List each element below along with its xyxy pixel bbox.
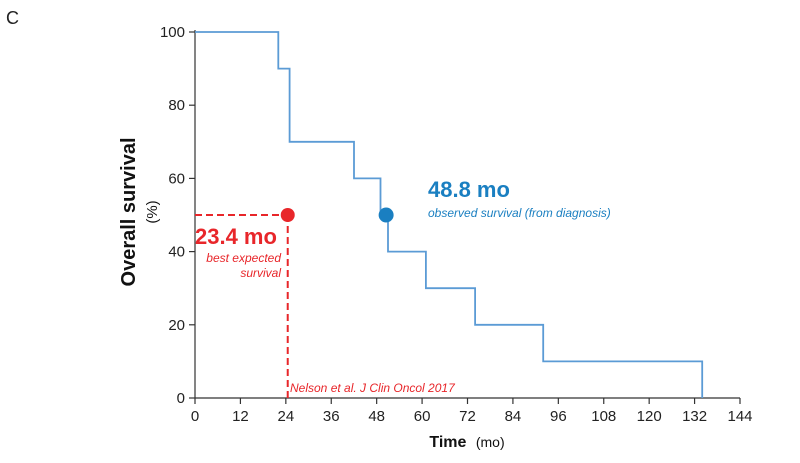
y-tick-label: 20 xyxy=(168,317,185,334)
x-tick-label: 132 xyxy=(682,408,707,425)
y-ticks: 0 20 40 60 80 100 xyxy=(160,24,195,407)
x-tick-label: 96 xyxy=(550,408,567,425)
citation: Nelson et al. J Clin Oncol 2017 xyxy=(290,381,456,395)
x-tick-label: 108 xyxy=(591,408,616,425)
x-tick-label: 60 xyxy=(414,408,431,425)
x-tick-label: 36 xyxy=(323,408,340,425)
expected-survival-label-line1: best expected xyxy=(206,251,281,265)
x-axis-title: Time (mo) xyxy=(429,434,504,451)
x-tick-label: 120 xyxy=(637,408,662,425)
y-tick-label: 80 xyxy=(168,97,185,114)
x-tick-label: 48 xyxy=(368,408,385,425)
y-axis-title: Overall survival xyxy=(118,138,140,287)
observed-survival-marker xyxy=(378,207,394,223)
y-tick-label: 100 xyxy=(160,24,185,41)
observed-survival-value: 48.8 mo xyxy=(428,177,510,202)
x-axis-title-text: Time xyxy=(429,434,466,451)
x-tick-label: 12 xyxy=(232,408,249,425)
y-axis-unit: (%) xyxy=(144,200,161,223)
x-tick-label: 72 xyxy=(459,408,476,425)
y-tick-label: 0 xyxy=(177,390,185,407)
x-tick-label: 84 xyxy=(505,408,522,425)
observed-survival-label: observed survival (from diagnosis) xyxy=(428,206,611,220)
panel-label: C xyxy=(6,8,19,28)
expected-survival-value: 23.4 mo xyxy=(195,224,277,249)
x-tick-label: 24 xyxy=(277,408,294,425)
x-tick-label: 144 xyxy=(727,408,752,425)
x-ticks: 0 12 24 36 48 60 72 84 96 108 120 132 144 xyxy=(191,398,753,425)
y-tick-label: 40 xyxy=(168,244,185,261)
expected-survival-label-line2: survival xyxy=(240,266,281,280)
x-tick-label: 0 xyxy=(191,408,199,425)
expected-survival-guides xyxy=(195,214,289,398)
x-axis-unit: (mo) xyxy=(476,434,505,450)
expected-survival-marker xyxy=(280,208,295,222)
y-tick-label: 60 xyxy=(168,170,185,187)
marker-group xyxy=(280,207,394,223)
